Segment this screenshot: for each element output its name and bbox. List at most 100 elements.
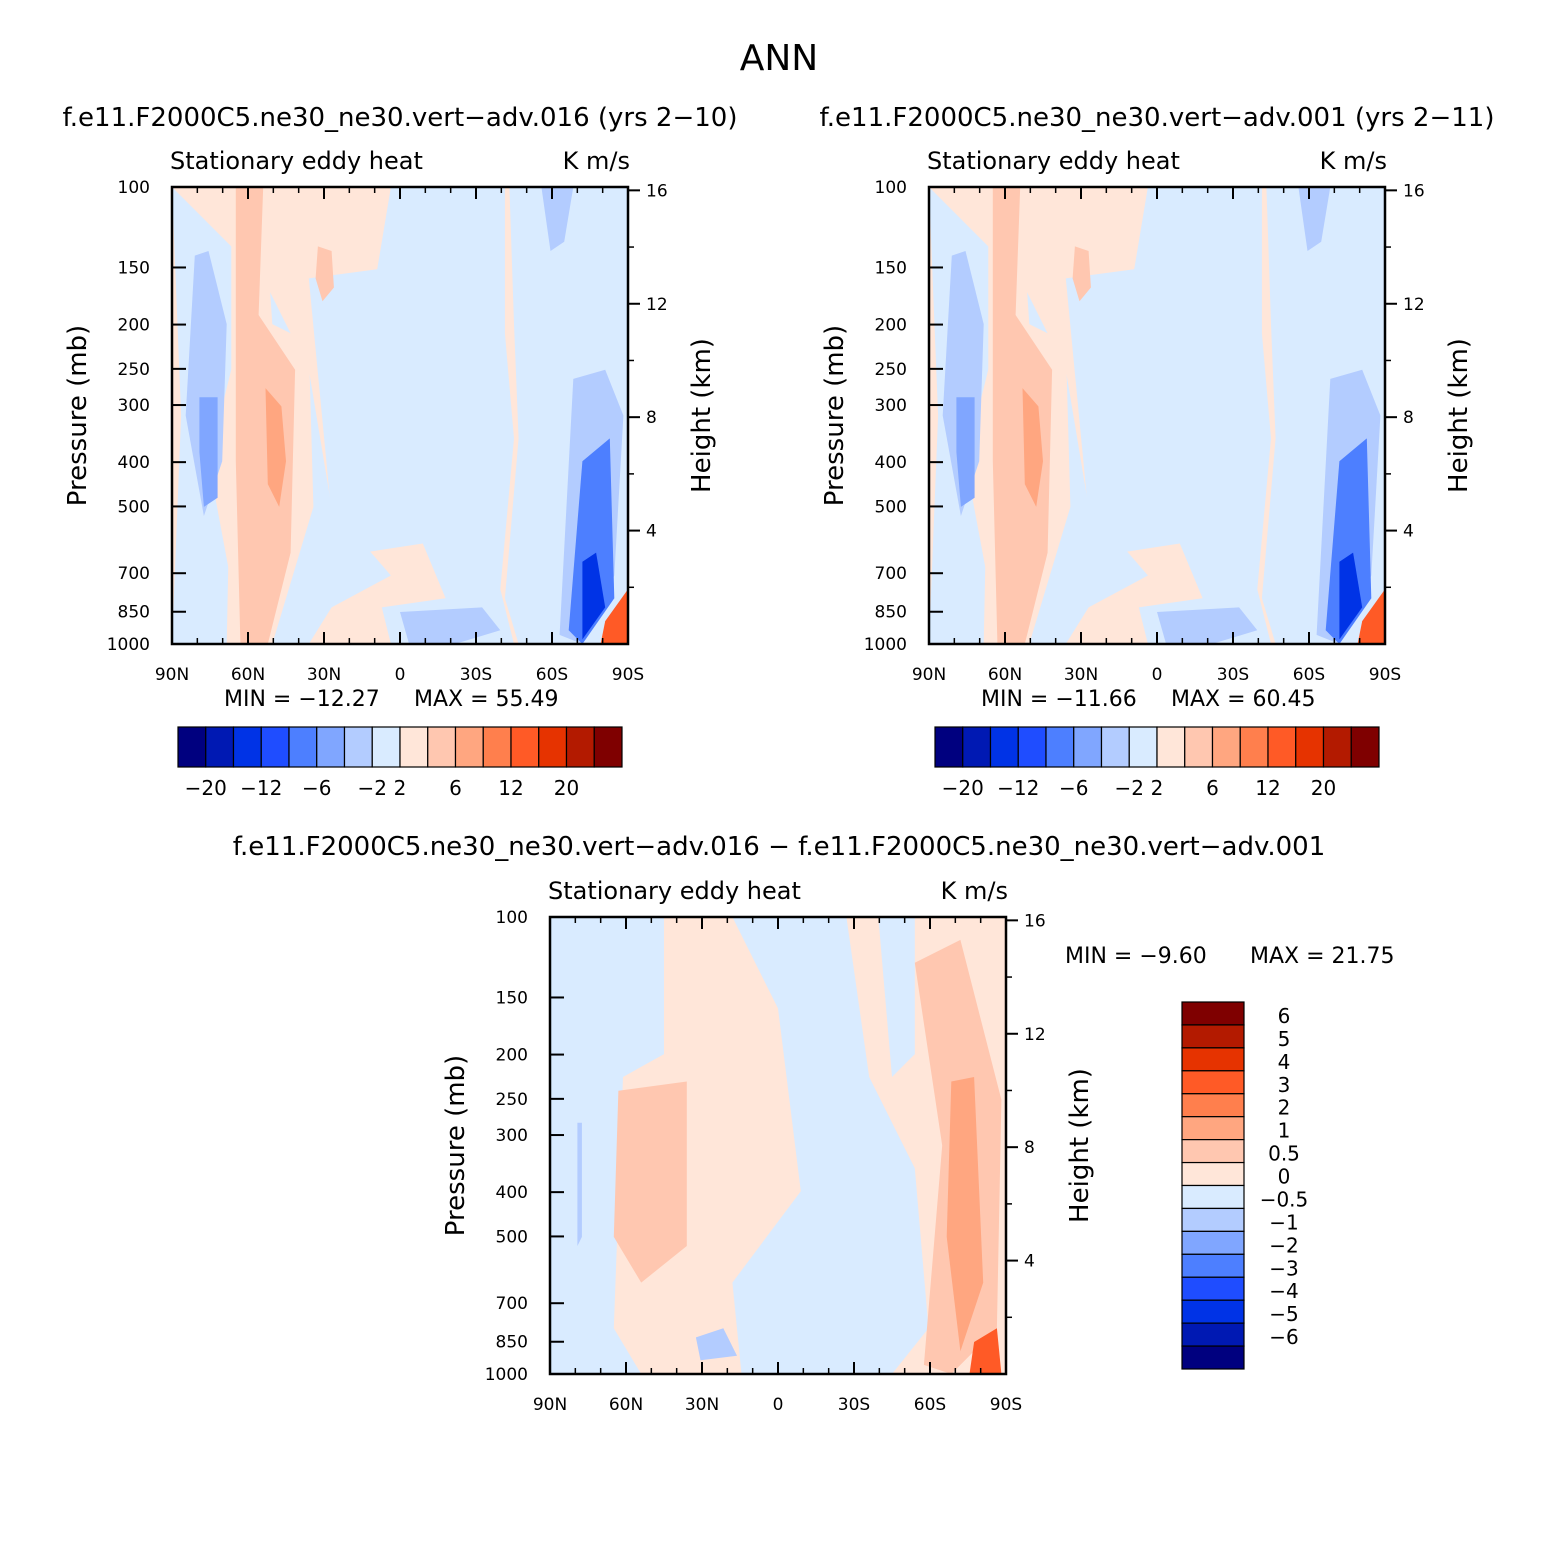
colorbar: −20 −12 −6 −2 2 6 12 20	[934, 726, 1380, 800]
colorbar-label: 5	[1278, 1027, 1291, 1051]
colorbar-box	[538, 726, 568, 768]
colorbar-box	[1211, 726, 1241, 768]
panel-title: f.e11.F2000C5.ne30_ne30.vert−adv.016 (yr…	[63, 103, 738, 133]
colorbar-box	[343, 726, 373, 768]
max-label: MAX = 60.45	[1171, 687, 1316, 712]
colorbar: −20 −12 −6 −2 2 6 12 20	[177, 726, 623, 800]
panel-title: f.e11.F2000C5.ne30_ne30.vert−adv.016 − f…	[233, 832, 1325, 862]
panel-panel_b: f.e11.F2000C5.ne30_ne30.vert−adv.001 (yr…	[820, 103, 1495, 800]
y2-tick-label: 16	[646, 181, 668, 201]
colorbar-label: −5	[1269, 1302, 1298, 1326]
y-tick-label: 500	[118, 497, 150, 517]
x-tick-label: 90S	[1369, 665, 1401, 685]
min-label: MIN = −11.66	[981, 687, 1137, 712]
variable-label: Stationary eddy heat	[927, 147, 1180, 175]
colorbar-label: 20	[554, 776, 579, 800]
y-tick-label: 300	[118, 396, 150, 416]
y-tick-label: 850	[875, 603, 907, 623]
panel-panel_a: f.e11.F2000C5.ne30_ne30.vert−adv.016 (yr…	[63, 103, 738, 800]
x-tick-label: 30N	[685, 1395, 719, 1415]
min-label: MIN = −12.27	[224, 687, 380, 712]
y-tick-label: 250	[875, 360, 907, 380]
y-axis-label: Pressure (mb)	[441, 1055, 471, 1236]
contour-region	[308, 187, 514, 644]
x-tick-label: 0	[1152, 665, 1163, 685]
colorbar-box	[1181, 1161, 1245, 1187]
x-tick-label: 90N	[912, 665, 946, 685]
colorbar-box	[1100, 726, 1130, 768]
units-label: K m/s	[941, 877, 1008, 905]
colorbar-label: 12	[1255, 776, 1280, 800]
x-tick-label: 30S	[460, 665, 492, 685]
contour-region	[946, 1077, 984, 1352]
colorbar-label: 0	[1278, 1165, 1291, 1189]
colorbar-label: −2	[358, 776, 387, 800]
colorbar-box	[510, 726, 540, 768]
colorbar-label: 12	[498, 776, 523, 800]
colorbar-label: 6	[449, 776, 462, 800]
y-tick-label: 100	[118, 178, 150, 198]
contour-region	[1325, 438, 1372, 644]
colorbar-box	[1322, 726, 1352, 768]
colorbar-box	[565, 726, 595, 768]
contour-region	[1072, 246, 1091, 302]
y-tick-label: 200	[496, 1046, 528, 1066]
y2-tick-label: 4	[1024, 1252, 1035, 1272]
variable-label: Stationary eddy heat	[548, 877, 801, 905]
contour-field	[929, 187, 1385, 644]
colorbar-box	[1181, 1001, 1245, 1026]
x-tick-label: 60S	[536, 665, 568, 685]
colorbar-label: −12	[997, 776, 1039, 800]
y-tick-label: 500	[875, 497, 907, 517]
y-tick-label: 300	[875, 396, 907, 416]
colorbar-label: 2	[1151, 776, 1164, 800]
y-tick-label: 1000	[485, 1365, 528, 1385]
colorbar-box	[205, 726, 235, 768]
colorbar-label: −3	[1269, 1256, 1298, 1280]
y-tick-label: 400	[875, 453, 907, 473]
colorbar-box	[1128, 726, 1158, 768]
x-tick-label: 60S	[914, 1395, 946, 1415]
contour-region	[577, 1122, 582, 1246]
contour-region	[1298, 187, 1331, 251]
colorbar-label: −12	[240, 776, 282, 800]
y-tick-label: 250	[118, 360, 150, 380]
y-axis-label: Pressure (mb)	[63, 325, 93, 506]
contour-region	[315, 246, 334, 302]
x-tick-label: 90N	[533, 1395, 567, 1415]
colorbar-box	[1181, 1276, 1245, 1301]
colorbar-label: 6	[1206, 776, 1219, 800]
max-label: MAX = 21.75	[1250, 944, 1395, 969]
colorbar-box	[1073, 726, 1103, 768]
colorbar-box	[371, 726, 401, 768]
x-tick-label: 90N	[155, 665, 189, 685]
colorbar-box	[1181, 1322, 1245, 1347]
contour-region	[568, 438, 615, 644]
y2-tick-label: 8	[646, 408, 657, 428]
max-label: MAX = 55.49	[414, 687, 559, 712]
colorbar-label: −6	[302, 776, 331, 800]
y-tick-label: 150	[118, 258, 150, 278]
contour-region	[956, 397, 975, 507]
y-tick-label: 200	[875, 316, 907, 336]
x-tick-label: 60N	[609, 1395, 643, 1415]
x-tick-label: 60N	[231, 665, 265, 685]
colorbar-box	[1267, 726, 1297, 768]
x-tick-label: 30S	[1217, 665, 1249, 685]
contour-region	[969, 1328, 1002, 1374]
y-tick-label: 400	[118, 453, 150, 473]
y2-tick-label: 8	[1024, 1138, 1035, 1158]
x-tick-label: 60S	[1293, 665, 1325, 685]
x-tick-label: 30N	[307, 665, 341, 685]
contour-region	[1065, 187, 1271, 644]
panel-panel_c: f.e11.F2000C5.ne30_ne30.vert−adv.016 − f…	[233, 832, 1395, 1415]
y-axis-label: Pressure (mb)	[820, 325, 850, 506]
colorbar-label: −1	[1269, 1210, 1298, 1234]
contour-region	[732, 917, 929, 1374]
colorbar-label: 3	[1278, 1073, 1291, 1097]
colorbar-box	[399, 726, 429, 768]
y-tick-label: 1000	[107, 635, 150, 655]
contour-region	[1339, 552, 1363, 640]
x-tick-label: 60N	[988, 665, 1022, 685]
